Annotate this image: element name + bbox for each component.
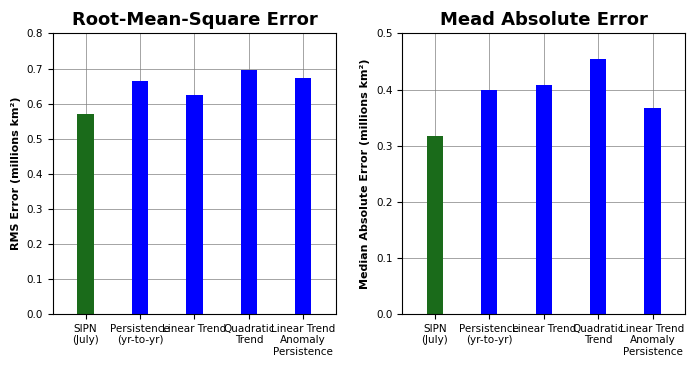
- Bar: [132, 81, 148, 314]
- Bar: [78, 114, 94, 314]
- Bar: [295, 78, 312, 314]
- Bar: [186, 95, 202, 314]
- Bar: [536, 85, 552, 314]
- Bar: [427, 135, 443, 314]
- Bar: [590, 59, 606, 314]
- Title: Mead Absolute Error: Mead Absolute Error: [440, 11, 648, 29]
- Bar: [481, 89, 498, 314]
- Bar: [645, 108, 661, 314]
- Title: Root-Mean-Square Error: Root-Mean-Square Error: [71, 11, 317, 29]
- Bar: [241, 70, 257, 314]
- Y-axis label: Median Absolute Error (millions km²): Median Absolute Error (millions km²): [360, 59, 370, 289]
- Y-axis label: RMS Error (millions km²): RMS Error (millions km²): [11, 97, 21, 251]
